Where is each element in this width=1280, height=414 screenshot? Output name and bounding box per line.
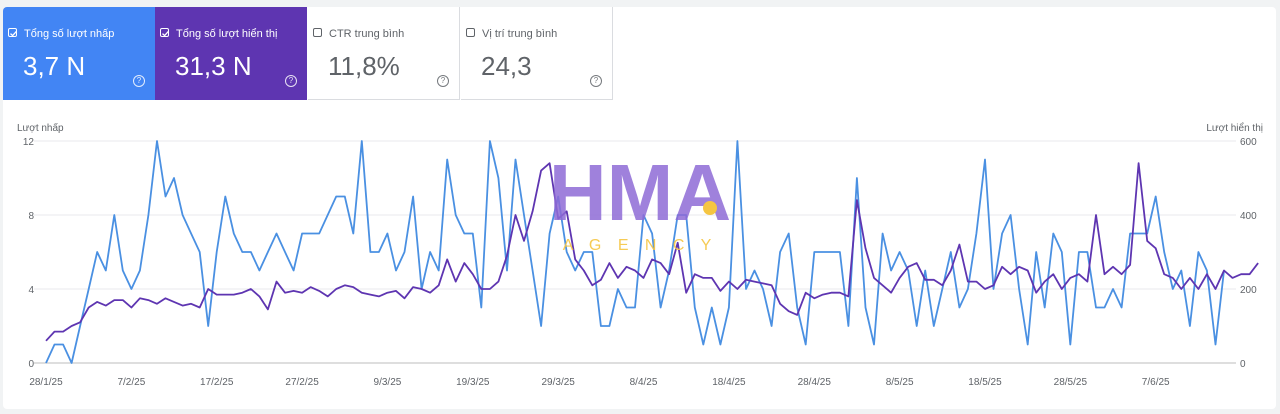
- x-tick-label: 27/2/25: [285, 377, 319, 388]
- x-tick-label: 19/3/25: [456, 377, 490, 388]
- y-left-axis-title: Lượt nhấp: [17, 122, 64, 134]
- watermark-subtitle: A G E N C Y: [563, 237, 718, 254]
- help-icon[interactable]: ?: [437, 75, 449, 87]
- metric-value: 3,7 N: [23, 51, 86, 81]
- x-tick-label: 28/1/25: [29, 377, 63, 388]
- y-right-tick-label: 400: [1240, 211, 1257, 222]
- x-tick-label: 8/5/25: [886, 377, 914, 388]
- help-icon[interactable]: ?: [133, 75, 145, 87]
- metric-value: 31,3 N: [175, 51, 252, 81]
- performance-panel: Tổng số lượt nhấp 3,7 N ? Tổng số lượt h…: [3, 7, 1276, 409]
- y-left-tick-label: 0: [28, 359, 34, 370]
- y-right-tick-label: 0: [1240, 359, 1246, 370]
- y-right-tick-label: 600: [1240, 137, 1257, 148]
- metric-card-clicks[interactable]: Tổng số lượt nhấp 3,7 N ?: [3, 7, 155, 100]
- x-tick-label: 28/5/25: [1054, 377, 1088, 388]
- checkbox-unchecked-icon[interactable]: [466, 28, 475, 37]
- x-tick-label: 7/6/25: [1142, 377, 1170, 388]
- x-tick-label: 18/5/25: [968, 377, 1002, 388]
- help-icon[interactable]: ?: [285, 75, 297, 87]
- x-tick-label: 28/4/25: [798, 377, 832, 388]
- checkbox-checked-icon[interactable]: [160, 28, 170, 37]
- x-tick-label: 8/4/25: [630, 377, 658, 388]
- x-tick-label: 9/3/25: [374, 377, 402, 388]
- checkbox-unchecked-icon[interactable]: [313, 28, 322, 37]
- y-right-tick-label: 200: [1240, 285, 1257, 296]
- y-left-tick-label: 4: [28, 285, 34, 296]
- impressions-series-line: [45, 162, 1259, 342]
- x-tick-label: 17/2/25: [200, 377, 234, 388]
- y-right-axis-title: Lượt hiển thị: [1206, 122, 1263, 134]
- help-icon[interactable]: ?: [590, 75, 602, 87]
- x-tick-label: 18/4/25: [712, 377, 746, 388]
- metric-card-ctr[interactable]: CTR trung bình 11,8% ?: [308, 7, 460, 100]
- x-tick-label: 29/3/25: [541, 377, 575, 388]
- metric-value: 24,3: [481, 51, 532, 81]
- y-left-tick-label: 12: [23, 137, 35, 148]
- metric-card-impressions[interactable]: Tổng số lượt hiển thị 31,3 N ?: [155, 7, 307, 100]
- metric-card-position[interactable]: Vị trí trung bình 24,3 ?: [461, 7, 613, 100]
- x-tick-label: 7/2/25: [117, 377, 145, 388]
- metric-value: 11,8%: [328, 51, 400, 81]
- checkbox-checked-icon[interactable]: [8, 28, 18, 37]
- watermark-dot-icon: [703, 201, 717, 215]
- clicks-series-line: [45, 140, 1225, 364]
- y-left-tick-label: 8: [28, 211, 34, 222]
- agency-watermark-logo: HMA A G E N C Y: [549, 150, 731, 254]
- watermark-title: HMA: [549, 150, 731, 237]
